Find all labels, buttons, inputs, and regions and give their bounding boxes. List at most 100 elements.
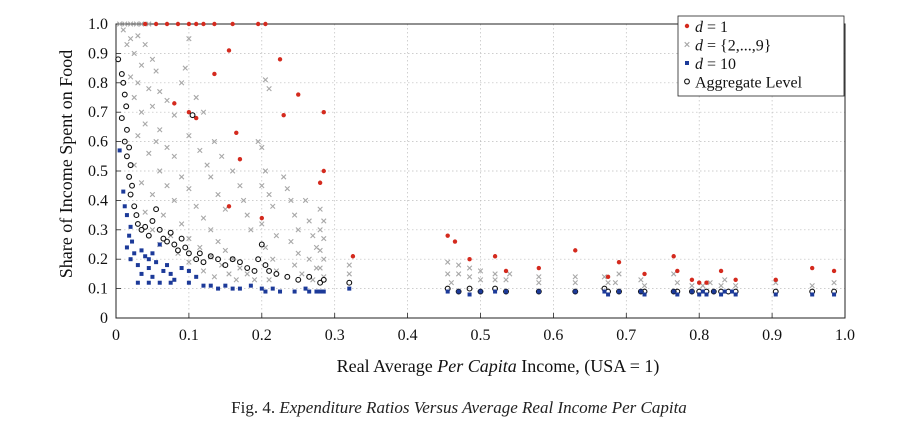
point-d1 bbox=[809, 265, 815, 271]
point-d2to9 bbox=[638, 277, 644, 283]
point-d10 bbox=[168, 280, 173, 285]
legend-label-var: d bbox=[695, 38, 704, 55]
point-d10 bbox=[445, 289, 450, 294]
point-aggregate bbox=[133, 212, 140, 219]
point-d10 bbox=[230, 286, 235, 291]
point-d10 bbox=[832, 292, 837, 297]
point-d1 bbox=[201, 21, 206, 27]
point-d10 bbox=[617, 289, 622, 294]
point-d2to9 bbox=[157, 168, 163, 174]
point-aggregate bbox=[129, 182, 135, 189]
point-d10 bbox=[172, 277, 177, 282]
y-tick-label: 1.0 bbox=[88, 16, 108, 33]
point-d2to9 bbox=[142, 209, 148, 215]
point-d2to9 bbox=[536, 280, 542, 286]
point-d1 bbox=[616, 259, 622, 265]
point-aggregate bbox=[193, 256, 200, 263]
point-d10 bbox=[700, 289, 705, 294]
x-tick-label: 0.2 bbox=[252, 327, 272, 344]
point-d10 bbox=[730, 289, 735, 294]
point-d2to9 bbox=[122, 21, 128, 27]
point-aggregate bbox=[149, 218, 156, 224]
point-d2to9 bbox=[237, 183, 243, 189]
point-d2to9 bbox=[284, 185, 291, 192]
point-d10 bbox=[292, 289, 297, 294]
y-tick-label: 0 bbox=[100, 310, 108, 327]
point-d2to9 bbox=[455, 262, 462, 268]
point-d1 bbox=[536, 265, 542, 271]
point-aggregate bbox=[185, 250, 192, 257]
point-d2to9 bbox=[445, 271, 451, 277]
point-d10 bbox=[536, 289, 541, 294]
point-aggregate bbox=[123, 153, 130, 160]
point-d2to9 bbox=[317, 227, 323, 233]
point-d10 bbox=[150, 274, 155, 279]
point-d10 bbox=[127, 233, 132, 238]
point-aggregate bbox=[236, 259, 243, 266]
point-d2to9 bbox=[477, 277, 484, 283]
y-tick-label: 0.3 bbox=[88, 222, 108, 239]
point-d2to9 bbox=[288, 197, 294, 204]
point-aggregate bbox=[123, 103, 130, 110]
point-aggregate bbox=[258, 241, 265, 248]
axis-ticks: 0 0.1 0.2 0.3 0.4 0.5 0.6 0.7 0.8 0.9 1.0 0 0.1 0.2 0.… bbox=[88, 16, 855, 344]
point-d10 bbox=[773, 292, 778, 297]
point-d2to9 bbox=[605, 280, 611, 286]
point-d1 bbox=[733, 277, 738, 282]
legend-marker-d10 bbox=[685, 61, 689, 65]
x-tick-label: 0.3 bbox=[325, 327, 345, 344]
point-d2to9 bbox=[466, 265, 473, 271]
point-d2to9 bbox=[492, 271, 498, 277]
point-d2to9 bbox=[164, 97, 170, 104]
y-tick-label: 0.1 bbox=[88, 281, 108, 298]
point-aggregate bbox=[710, 288, 717, 295]
point-d2to9 bbox=[146, 150, 152, 157]
point-d2to9 bbox=[536, 274, 542, 280]
point-aggregate bbox=[123, 126, 130, 133]
y-tick-label: 0.4 bbox=[88, 192, 108, 209]
point-d2to9 bbox=[477, 268, 484, 274]
point-d10 bbox=[689, 289, 694, 294]
point-d10 bbox=[157, 242, 162, 247]
point-d2to9 bbox=[138, 109, 145, 115]
point-d1 bbox=[704, 280, 709, 285]
point-aggregate bbox=[121, 91, 128, 98]
point-d10 bbox=[478, 289, 483, 294]
point-d10 bbox=[307, 289, 312, 294]
legend-label-text: = 1 bbox=[703, 19, 728, 36]
point-aggregate bbox=[120, 79, 127, 86]
point-d10 bbox=[733, 292, 738, 297]
point-d1 bbox=[175, 21, 181, 27]
point-d2to9 bbox=[572, 274, 578, 280]
point-aggregate bbox=[616, 288, 622, 295]
point-aggregate bbox=[255, 256, 262, 263]
point-d2to9 bbox=[186, 235, 192, 242]
point-d1 bbox=[697, 280, 702, 285]
data-points bbox=[115, 21, 838, 297]
point-d2to9 bbox=[149, 227, 156, 233]
point-d2to9 bbox=[178, 80, 185, 86]
point-d1 bbox=[281, 112, 286, 118]
point-d10 bbox=[303, 286, 308, 291]
point-d1 bbox=[255, 21, 261, 27]
point-aggregate bbox=[477, 288, 484, 295]
point-d2to9 bbox=[142, 121, 148, 127]
x-tick-label: 0.4 bbox=[398, 327, 418, 344]
point-aggregate bbox=[153, 206, 160, 213]
point-d10 bbox=[456, 289, 461, 294]
point-d1 bbox=[642, 271, 647, 277]
caption-title: Expenditure Ratios Versus Average Real I… bbox=[279, 398, 687, 417]
point-d2to9 bbox=[186, 36, 192, 42]
y-tick-label: 0.7 bbox=[88, 104, 108, 121]
point-d10 bbox=[216, 286, 221, 291]
point-aggregate bbox=[637, 288, 644, 295]
point-d2to9 bbox=[288, 238, 294, 245]
point-d10 bbox=[128, 224, 133, 229]
point-d2to9 bbox=[138, 21, 145, 27]
point-aggregate bbox=[178, 235, 185, 242]
point-d1 bbox=[164, 21, 170, 27]
point-d2to9 bbox=[448, 280, 455, 286]
point-d10 bbox=[493, 289, 498, 294]
point-d1 bbox=[193, 21, 199, 27]
point-d2to9 bbox=[466, 274, 473, 280]
